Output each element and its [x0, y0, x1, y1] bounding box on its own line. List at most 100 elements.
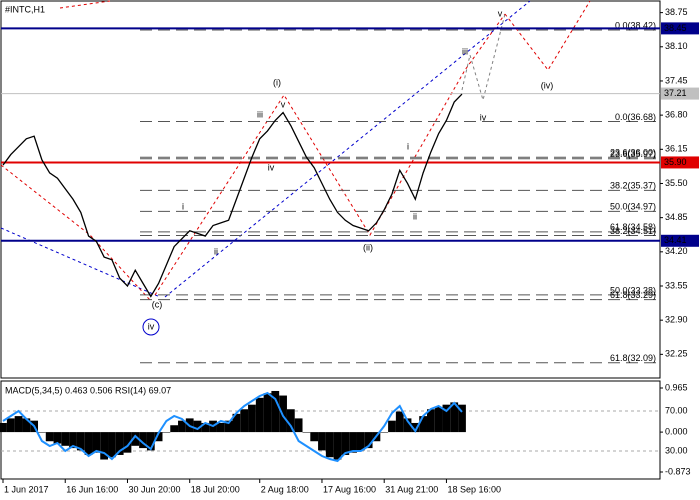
- macd-bar: [84, 432, 93, 455]
- macd-bar: [100, 432, 109, 460]
- macd-bar: [411, 422, 420, 433]
- fib-label: 0.0(38.42): [615, 20, 656, 30]
- level-box: [661, 87, 699, 100]
- y-tick-label: 32.25: [665, 349, 688, 359]
- macd-bar: [216, 422, 225, 433]
- y-tick-label: 33.55: [665, 280, 688, 290]
- wave-circle: [142, 318, 160, 336]
- y-tick-label: 0.965: [665, 382, 688, 392]
- level-label: 38.45: [664, 23, 687, 33]
- y2-tick-label: 70.00: [665, 405, 688, 415]
- wave-label: (ii): [363, 242, 373, 252]
- y2-tick-label: 30.00: [665, 445, 688, 455]
- fib-label: 23.6(35.97): [610, 149, 656, 159]
- y-tick-label: -0.873: [665, 466, 691, 476]
- x-tick-label: 16 Jun 16:00: [66, 484, 118, 494]
- x-tick-label: 18 Jul 20:00: [191, 484, 240, 494]
- macd-bar: [6, 418, 15, 433]
- fib-label: 61.8(33.29): [610, 290, 656, 300]
- macd-bar: [178, 420, 186, 433]
- macd-bar: [139, 432, 147, 449]
- macd-bar: [434, 406, 443, 433]
- fib-label: 23.6(36.00): [610, 148, 656, 158]
- macd-bar: [388, 420, 396, 433]
- y-tick-label: 38.75: [665, 7, 688, 17]
- macd-bar: [108, 432, 116, 458]
- trend-line: [0, 227, 161, 298]
- macd-bar: [224, 420, 233, 433]
- wave-label: i: [407, 141, 409, 151]
- y-tick-label: 35.50: [665, 178, 688, 188]
- y-tick-label: 0.000: [665, 426, 688, 436]
- wave-label: iv: [148, 321, 155, 331]
- trend-line: [164, 0, 531, 298]
- x-tick-label: 30 Jun 20:00: [128, 484, 180, 494]
- y-tick-label: 38.10: [665, 41, 688, 51]
- macd-bar: [255, 397, 264, 433]
- trend-line: [0, 164, 151, 301]
- macd-bar: [45, 432, 54, 442]
- macd-bar: [318, 432, 326, 451]
- x-tick-label: 31 Aug 21:00: [385, 484, 438, 494]
- fib-label: 61.8(34.58): [610, 222, 656, 232]
- fib-label: 38.2(35.37): [610, 181, 656, 191]
- macd-bar: [271, 390, 280, 433]
- wave-label: (c): [152, 299, 163, 309]
- macd-bar: [22, 418, 31, 433]
- fib-label: 50.0(34.97): [610, 202, 656, 212]
- level-label: 34.41: [664, 235, 687, 245]
- macd-bar: [248, 404, 256, 433]
- macd-bar: [146, 432, 155, 451]
- fib-label: 50.0(33.38): [610, 285, 656, 295]
- wave-label: ii: [214, 246, 218, 256]
- fib-label: 38.2(34.51): [610, 226, 656, 236]
- wave-label: iv: [480, 112, 487, 122]
- wave-label: iii: [257, 109, 263, 119]
- macd-bar: [263, 393, 272, 433]
- macd-bar: [193, 420, 202, 433]
- y-tick-label: 34.85: [665, 212, 688, 222]
- forecast-line: [461, 13, 506, 102]
- indicator-title: MACD(5,34,5) 0.463 0.506 RSI(14) 69.07: [5, 385, 171, 395]
- macd-bar: [403, 418, 412, 433]
- wave-label: (iv): [541, 80, 554, 90]
- macd-bar: [364, 432, 373, 449]
- level-box: [661, 156, 699, 169]
- wave-label: i: [182, 201, 184, 211]
- main-frame: [0, 0, 661, 379]
- price-line: [2, 93, 463, 298]
- macd-bar: [240, 409, 249, 433]
- macd-bar: [442, 404, 451, 433]
- level-label: 37.21: [664, 88, 687, 98]
- macd-bar: [123, 432, 132, 453]
- macd-bar: [69, 432, 77, 449]
- fib-label: 0.0(36.68): [615, 112, 656, 122]
- macd-bar: [38, 432, 46, 433]
- x-tick-label: 1 Jun 2017: [4, 484, 49, 494]
- macd-bar: [0, 422, 7, 433]
- level-box: [661, 22, 699, 35]
- macd-bar: [76, 432, 85, 451]
- macd-bar: [61, 432, 70, 446]
- y-tick-label: 34.20: [665, 246, 688, 256]
- macd-bar: [53, 432, 62, 444]
- macd-bar: [201, 422, 210, 433]
- macd-bar: [450, 402, 459, 433]
- level-box: [661, 234, 699, 247]
- macd-bar: [458, 404, 466, 433]
- macd-bar: [131, 432, 140, 446]
- y-tick-label: 32.90: [665, 315, 688, 325]
- wave-label: v: [498, 8, 503, 18]
- x-tick-label: 18 Sep 16:00: [447, 484, 501, 494]
- macd-bar: [92, 432, 101, 453]
- macd-bar: [356, 432, 365, 451]
- macd-bar: [154, 432, 163, 442]
- x-tick-label: 2 Aug 18:00: [261, 484, 309, 494]
- macd-bar: [115, 432, 124, 455]
- macd-bar: [426, 409, 435, 433]
- macd-bar: [286, 409, 295, 433]
- wave-label: iii: [462, 46, 468, 56]
- x-tick-label: 17 Aug 16:00: [323, 484, 376, 494]
- macd-bar: [419, 416, 427, 433]
